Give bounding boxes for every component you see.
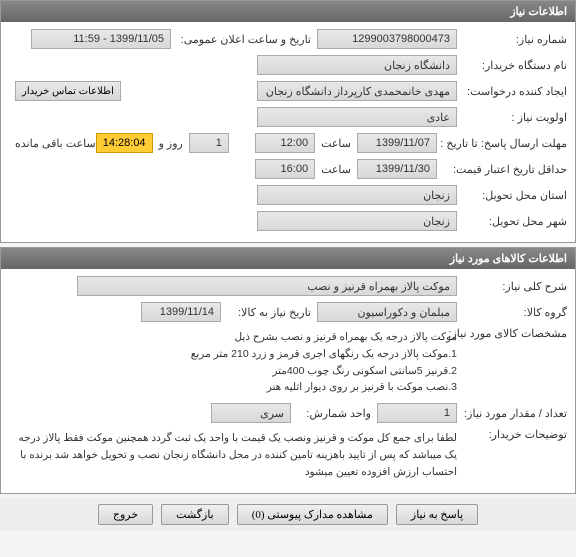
label-deadline-send: مهلت ارسال پاسخ: تا تاریخ : bbox=[437, 137, 567, 150]
field-announce: 1399/11/05 - 11:59 bbox=[31, 29, 171, 49]
row-request-number: شماره نیاز: 1299003798000473 تاریخ و ساع… bbox=[9, 28, 567, 50]
goods-info-title: اطلاعات کالاهای مورد نیاز bbox=[1, 248, 575, 269]
field-deliver-date: 1399/11/14 bbox=[141, 302, 221, 322]
field-timer: 14:28:04 bbox=[96, 133, 153, 153]
field-request-number: 1299003798000473 bbox=[317, 29, 457, 49]
label-spec: مشخصات کالای مورد نیاز: bbox=[457, 327, 567, 340]
label-time1: ساعت bbox=[315, 137, 351, 150]
respond-button[interactable]: پاسخ به نیاز bbox=[396, 504, 478, 525]
label-notes: توضیحات خریدار: bbox=[457, 428, 567, 441]
field-validity-date: 1399/11/30 bbox=[357, 159, 437, 179]
row-priority: اولویت نیاز : عادی bbox=[9, 106, 567, 128]
need-info-body: شماره نیاز: 1299003798000473 تاریخ و ساع… bbox=[1, 22, 575, 242]
label-qty: تعداد / مقدار مورد نیاز: bbox=[457, 407, 567, 420]
link-contact[interactable]: اطلاعات تماس خریدار bbox=[15, 81, 121, 101]
row-desc: شرح کلی نیاز: موکت پالاز بهمراه قرنیز و … bbox=[9, 275, 567, 297]
label-announce: تاریخ و ساعت اعلان عمومی: bbox=[171, 33, 311, 46]
field-desc: موکت پالاز بهمراه قرنیز و نصب bbox=[77, 276, 457, 296]
field-days-count: 1 bbox=[189, 133, 229, 153]
row-group: گروه کالا: مبلمان و دکوراسیون تاریخ نیاز… bbox=[9, 301, 567, 323]
exit-button[interactable]: خروج bbox=[98, 504, 153, 525]
field-buyer: دانشگاه زنجان bbox=[257, 55, 457, 75]
field-city: زنجان bbox=[257, 211, 457, 231]
field-creator: مهدی خانمحمدی کارپرداز دانشگاه زنجان bbox=[257, 81, 457, 101]
label-days: روز و bbox=[153, 137, 183, 150]
row-buyer: نام دستگاه خریدار: دانشگاه زنجان bbox=[9, 54, 567, 76]
back-button[interactable]: بازگشت bbox=[161, 504, 229, 525]
field-unit: سری bbox=[211, 403, 291, 423]
label-deliver-date: تاریخ نیاز به کالا: bbox=[221, 306, 311, 319]
field-priority: عادی bbox=[257, 107, 457, 127]
field-deadline-date: 1399/11/07 bbox=[357, 133, 437, 153]
label-time2: ساعت bbox=[315, 163, 351, 176]
field-validity-time: 16:00 bbox=[255, 159, 315, 179]
row-spec: مشخصات کالای مورد نیاز: موکت پالاز درجه … bbox=[9, 327, 567, 398]
row-city: شهر محل تحویل: زنجان bbox=[9, 210, 567, 232]
label-desc: شرح کلی نیاز: bbox=[457, 280, 567, 293]
label-city: شهر محل تحویل: bbox=[457, 215, 567, 228]
label-buyer: نام دستگاه خریدار: bbox=[457, 59, 567, 72]
label-validity: حداقل تاریخ اعتبار قیمت: bbox=[437, 163, 567, 176]
field-notes: لطفا برای جمع کل موکت و قرنیز ونصب یک قی… bbox=[9, 428, 457, 482]
field-spec: موکت پالاز درجه یک بهمراه قرنیز و نصب بش… bbox=[9, 327, 457, 398]
label-creator: ایجاد کننده درخواست: bbox=[457, 85, 567, 98]
label-request-number: شماره نیاز: bbox=[457, 33, 567, 46]
button-bar: پاسخ به نیاز مشاهده مدارک پیوستی (0) باز… bbox=[0, 498, 576, 531]
row-creator: ایجاد کننده درخواست: مهدی خانمحمدی کارپر… bbox=[9, 80, 567, 102]
label-unit: واحد شمارش: bbox=[291, 407, 371, 420]
field-province: زنجان bbox=[257, 185, 457, 205]
row-qty: تعداد / مقدار مورد نیاز: 1 واحد شمارش: س… bbox=[9, 402, 567, 424]
label-province: استان محل تحویل: bbox=[457, 189, 567, 202]
row-province: استان محل تحویل: زنجان bbox=[9, 184, 567, 206]
field-qty: 1 bbox=[377, 403, 457, 423]
view-docs-button[interactable]: مشاهده مدارک پیوستی (0) bbox=[237, 504, 388, 525]
row-deadline-send: مهلت ارسال پاسخ: تا تاریخ : 1399/11/07 س… bbox=[9, 132, 567, 154]
field-deadline-time: 12:00 bbox=[255, 133, 315, 153]
label-group: گروه کالا: bbox=[457, 306, 567, 319]
row-notes: توضیحات خریدار: لطفا برای جمع کل موکت و … bbox=[9, 428, 567, 482]
goods-info-panel: اطلاعات کالاهای مورد نیاز شرح کلی نیاز: … bbox=[0, 247, 576, 494]
need-info-panel: اطلاعات نیاز شماره نیاز: 129900379800047… bbox=[0, 0, 576, 243]
label-timer: ساعت باقی مانده bbox=[9, 137, 96, 150]
goods-info-body: شرح کلی نیاز: موکت پالاز بهمراه قرنیز و … bbox=[1, 269, 575, 493]
need-info-title: اطلاعات نیاز bbox=[1, 1, 575, 22]
label-priority: اولویت نیاز : bbox=[457, 111, 567, 124]
row-validity: حداقل تاریخ اعتبار قیمت: 1399/11/30 ساعت… bbox=[9, 158, 567, 180]
field-group: مبلمان و دکوراسیون bbox=[317, 302, 457, 322]
